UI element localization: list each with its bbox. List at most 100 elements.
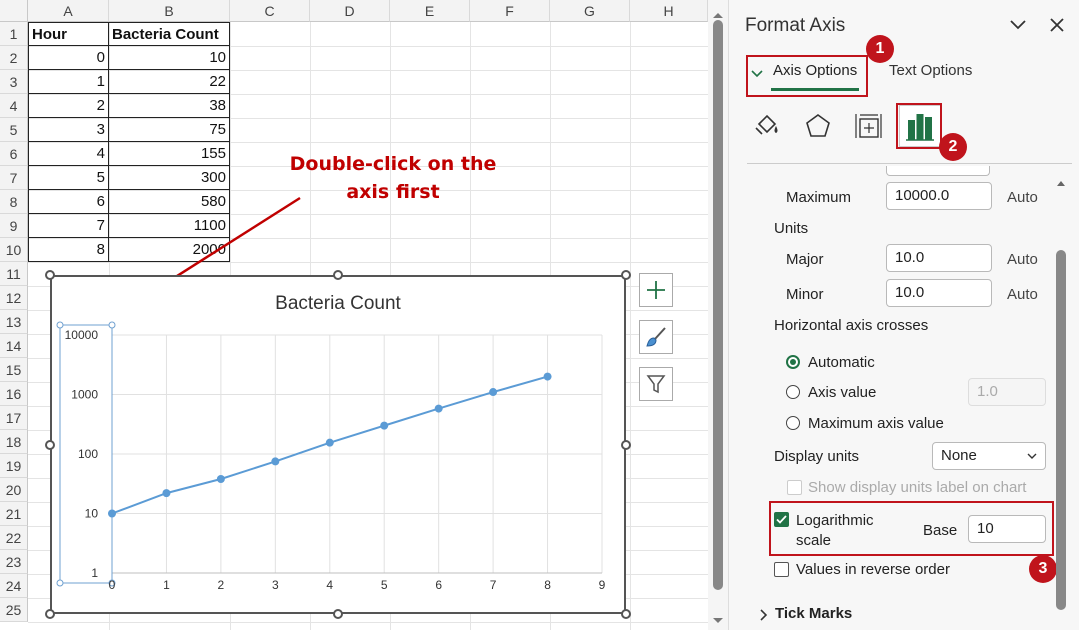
chart-styles-button[interactable] (639, 320, 673, 354)
row-header[interactable]: 10 (0, 238, 28, 262)
chart-elements-button[interactable] (639, 273, 673, 307)
table-cell-hour[interactable]: 0 (28, 46, 109, 70)
table-cell-count[interactable]: 1100 (109, 214, 230, 238)
column-header[interactable]: C (230, 0, 310, 22)
format-axis-pane[interactable]: Format Axis Axis Options Text Options 1 … (728, 0, 1079, 630)
column-header[interactable]: A (28, 0, 109, 22)
table-cell-count[interactable]: 2000 (109, 238, 230, 262)
chevron-down-icon[interactable] (1009, 18, 1027, 37)
column-header[interactable]: D (310, 0, 390, 22)
radio-automatic-label[interactable]: Automatic (808, 354, 875, 371)
tab-axis-options[interactable]: Axis Options (773, 62, 858, 79)
radio-automatic[interactable] (786, 355, 800, 369)
table-cell-hour[interactable]: 6 (28, 190, 109, 214)
row-header[interactable]: 25 (0, 598, 28, 622)
row-header[interactable]: 16 (0, 382, 28, 406)
axis-value-input[interactable]: 1.0 (968, 378, 1046, 406)
row-header[interactable]: 18 (0, 430, 28, 454)
resize-handle-tc[interactable] (333, 270, 343, 280)
resize-handle-ml[interactable] (45, 440, 55, 450)
row-header[interactable]: 20 (0, 478, 28, 502)
table-cell-hour[interactable]: 7 (28, 214, 109, 238)
base-input[interactable]: 10 (968, 515, 1046, 543)
row-header[interactable]: 8 (0, 190, 28, 214)
row-header[interactable]: 22 (0, 526, 28, 550)
scroll-down-icon[interactable] (712, 612, 724, 623)
chart-area[interactable]: Bacteria Count 0 1 2 3 4 5 6 7 8 9 1 10 100 1000 10000 (50, 275, 626, 614)
radio-maximum-axis-value[interactable] (786, 416, 800, 430)
values-reverse-order-label[interactable]: Values in reverse order (796, 561, 950, 578)
table-cell-hour[interactable]: 8 (28, 238, 109, 262)
show-units-label-checkbox[interactable] (787, 480, 802, 495)
row-header[interactable]: 1 (0, 22, 28, 46)
fill-line-icon[interactable] (753, 112, 781, 145)
table-cell-hour[interactable]: 4 (28, 142, 109, 166)
size-properties-icon[interactable] (853, 112, 883, 145)
close-icon[interactable] (1049, 17, 1065, 38)
table-cell-hour[interactable]: 2 (28, 94, 109, 118)
table-cell-count[interactable]: 22 (109, 70, 230, 94)
resize-handle-br[interactable] (621, 609, 631, 619)
pane-scroll-up-icon[interactable] (1056, 174, 1066, 186)
table-cell-count[interactable]: 38 (109, 94, 230, 118)
minor-input[interactable]: 10.0 (886, 279, 992, 307)
maximum-auto[interactable]: Auto (1007, 189, 1038, 206)
row-header[interactable]: 24 (0, 574, 28, 598)
maximum-input[interactable]: 10000.0 (886, 182, 992, 210)
row-header[interactable]: 14 (0, 334, 28, 358)
major-input[interactable]: 10.0 (886, 244, 992, 272)
vertical-axis-selection[interactable] (59, 324, 113, 584)
table-cell-hour[interactable]: 3 (28, 118, 109, 142)
minimum-field-partial[interactable] (886, 166, 990, 176)
row-header[interactable]: 17 (0, 406, 28, 430)
table-cell-count[interactable]: 155 (109, 142, 230, 166)
logarithmic-scale-checkbox[interactable] (774, 512, 789, 527)
row-header[interactable]: 19 (0, 454, 28, 478)
chevron-right-icon[interactable] (759, 608, 769, 626)
resize-handle-bl[interactable] (45, 609, 55, 619)
radio-axis-value[interactable] (786, 385, 800, 399)
table-cell-count[interactable]: 580 (109, 190, 230, 214)
table-cell-hour[interactable]: 5 (28, 166, 109, 190)
scroll-thumb[interactable] (713, 20, 723, 590)
row-header[interactable]: 21 (0, 502, 28, 526)
radio-maximum-axis-value-label[interactable]: Maximum axis value (808, 415, 944, 432)
column-header[interactable]: H (630, 0, 708, 22)
row-header[interactable]: 5 (0, 118, 28, 142)
row-header[interactable]: 9 (0, 214, 28, 238)
scroll-up-icon[interactable] (712, 6, 724, 18)
header-cell-bacteria-count[interactable]: Bacteria Count (109, 22, 230, 46)
minor-auto[interactable]: Auto (1007, 286, 1038, 303)
row-header[interactable]: 6 (0, 142, 28, 166)
column-header[interactable]: G (550, 0, 630, 22)
major-auto[interactable]: Auto (1007, 251, 1038, 268)
resize-handle-bc[interactable] (333, 609, 343, 619)
column-header[interactable]: B (109, 0, 230, 22)
row-header[interactable]: 2 (0, 46, 28, 70)
table-cell-hour[interactable]: 1 (28, 70, 109, 94)
display-units-select[interactable]: None (932, 442, 1046, 470)
header-cell-hour[interactable]: Hour (28, 22, 109, 46)
radio-axis-value-label[interactable]: Axis value (808, 384, 877, 401)
tab-text-options[interactable]: Text Options (889, 62, 973, 79)
resize-handle-tl[interactable] (45, 270, 55, 280)
table-cell-count[interactable]: 300 (109, 166, 230, 190)
pane-scroll-thumb[interactable] (1056, 250, 1066, 610)
effects-icon[interactable] (804, 112, 832, 145)
resize-handle-mr[interactable] (621, 440, 631, 450)
row-header[interactable]: 15 (0, 358, 28, 382)
chart-filters-button[interactable] (639, 367, 673, 401)
table-cell-count[interactable]: 75 (109, 118, 230, 142)
row-header[interactable]: 11 (0, 262, 28, 286)
values-reverse-order-checkbox[interactable] (774, 562, 789, 577)
row-header[interactable]: 4 (0, 94, 28, 118)
resize-handle-tr[interactable] (621, 270, 631, 280)
row-header[interactable]: 23 (0, 550, 28, 574)
sheet-vertical-scrollbar[interactable] (708, 0, 728, 630)
column-header[interactable]: E (390, 0, 470, 22)
row-header[interactable]: 13 (0, 310, 28, 334)
logarithmic-scale-label[interactable]: Logarithmic scale (796, 511, 874, 551)
tick-marks-section[interactable]: Tick Marks (775, 605, 853, 622)
column-header[interactable]: F (470, 0, 550, 22)
